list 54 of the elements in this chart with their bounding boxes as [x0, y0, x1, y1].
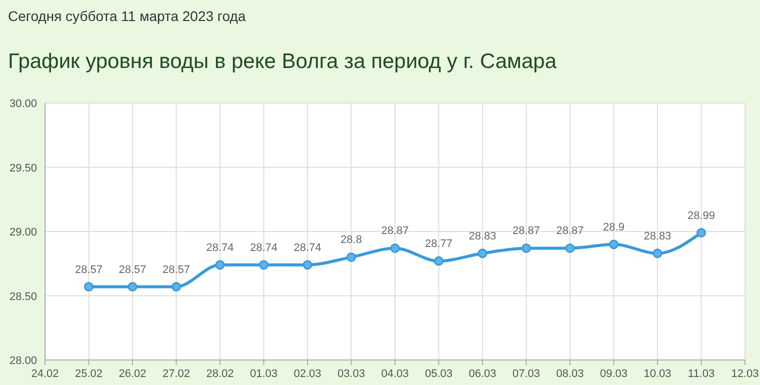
chart-title: График уровня воды в реке Волга за период у г. Самара — [8, 50, 557, 73]
data-label: 28.57 — [74, 264, 103, 276]
x-tick-label: 02.03 — [294, 368, 322, 380]
data-label: 28.83 — [468, 230, 496, 242]
point — [696, 228, 706, 238]
data-label: 28.8 — [340, 234, 362, 246]
chart-subtitle: Сегодня суббота 11 марта 2023 года — [8, 8, 246, 24]
data-label: 28.57 — [162, 264, 190, 276]
data-label: 28.87 — [512, 225, 540, 238]
x-tick-label: 08.03 — [556, 368, 584, 380]
y-tick-label: 29.50 — [9, 162, 37, 174]
point — [302, 260, 312, 270]
x-tick-label: 12.03 — [731, 368, 759, 380]
y-tick-label: 30.00 — [9, 98, 37, 110]
x-tick-label: 28.02 — [206, 368, 234, 380]
x-tick-label: 04.03 — [381, 368, 409, 380]
data-label: 28.74 — [250, 242, 278, 254]
y-tick-label: 28.50 — [9, 290, 37, 303]
x-tick-label: 06.03 — [468, 368, 496, 380]
data-label: 28.83 — [644, 230, 672, 242]
point — [609, 240, 618, 250]
x-tick-label: 10.03 — [644, 368, 672, 380]
x-tick-label: 25.02 — [74, 368, 103, 380]
point — [172, 282, 181, 292]
data-label: 28.77 — [424, 238, 453, 250]
point — [259, 260, 268, 270]
x-tick-label: 09.03 — [600, 368, 628, 380]
point — [565, 243, 575, 253]
x-tick-label: 03.03 — [337, 368, 366, 380]
x-tick-label: 11.03 — [688, 368, 715, 380]
point — [478, 248, 488, 258]
x-tick-label: 05.03 — [424, 368, 453, 380]
point — [652, 248, 662, 258]
data-label: 28.9 — [603, 221, 624, 234]
x-tick-label: 27.02 — [162, 368, 190, 380]
x-tick-label: 07.03 — [512, 368, 540, 380]
y-tick-label: 28.00 — [9, 355, 37, 367]
point — [522, 243, 531, 253]
point — [84, 282, 94, 292]
point — [215, 260, 225, 270]
point — [128, 282, 138, 292]
data-label: 28.57 — [118, 264, 146, 276]
y-tick-label: 29.00 — [9, 226, 37, 238]
data-label: 28.99 — [687, 210, 716, 222]
x-tick-label: 26.02 — [118, 368, 146, 380]
data-label: 28.87 — [381, 225, 409, 238]
point — [390, 243, 400, 253]
data-label: 28.74 — [206, 242, 234, 254]
x-tick-label: 01.03 — [250, 368, 278, 380]
point — [346, 252, 356, 262]
point — [434, 256, 444, 266]
x-tick-label: 24.02 — [31, 368, 59, 380]
data-label: 28.87 — [556, 225, 584, 238]
data-label: 28.74 — [294, 242, 322, 254]
